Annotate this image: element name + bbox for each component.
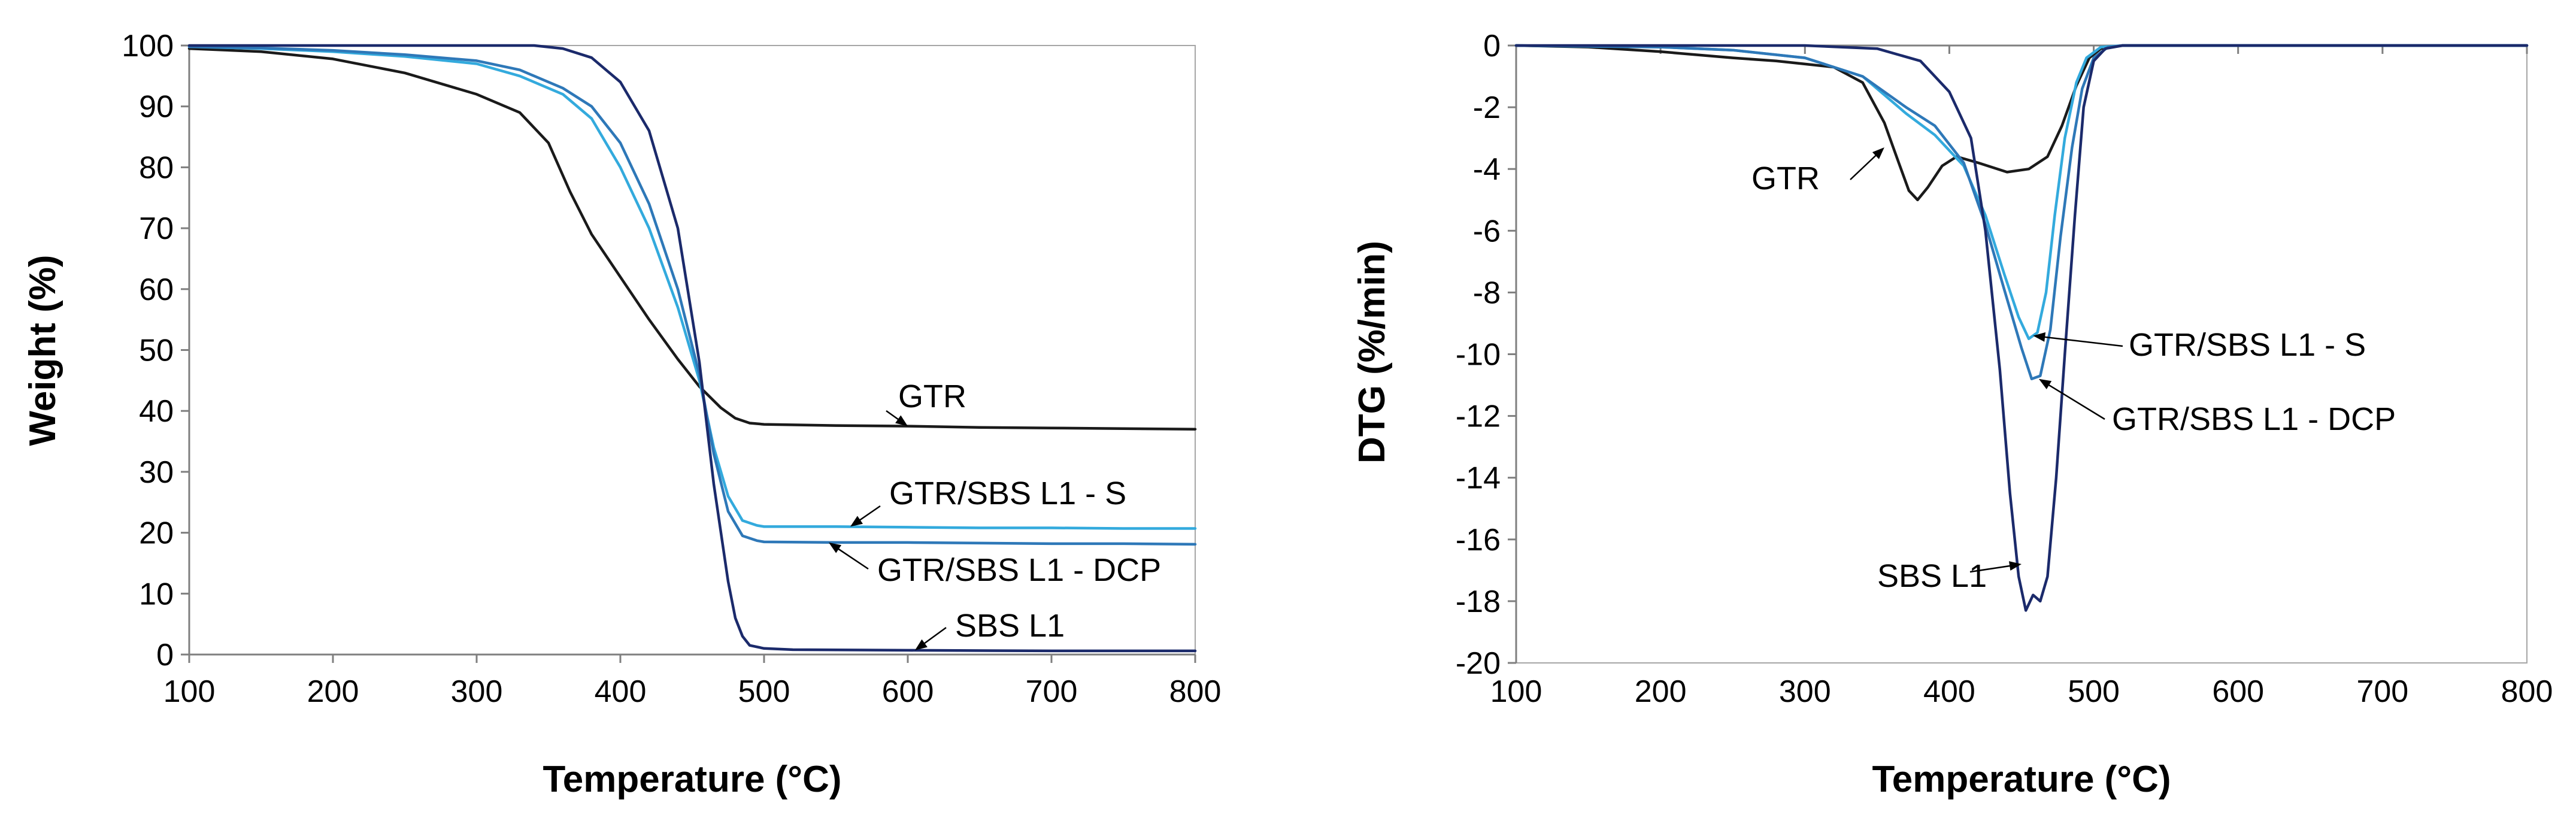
x-tick-label: 500 bbox=[2068, 674, 2120, 709]
series-line-gtr-sbs-l1-dcp bbox=[187, 45, 1197, 546]
annotation-arrow bbox=[1969, 564, 2014, 573]
x-axis-title: Temperature (°C) bbox=[543, 759, 841, 800]
annotation-label: GTR/SBS L1 - DCP bbox=[2112, 401, 2396, 437]
y-tick-label: -2 bbox=[1473, 90, 1501, 125]
y-axis-title: Weight (%) bbox=[22, 255, 63, 446]
annotation-arrowhead bbox=[2038, 378, 2052, 389]
y-tick-label: -16 bbox=[1456, 523, 1501, 558]
dtg-chart: 0 -2 -4 -6 -8 -10 -12 -14 -16 -18 -20 100 200 300 400… bbox=[1351, 29, 2553, 800]
annotations: GTR GTR/SBS L1 - S GTR/SBS L1 - DCP SBS L1 bbox=[829, 378, 1161, 650]
x-tick-label: 200 bbox=[307, 674, 359, 709]
y-tick-label: -8 bbox=[1473, 275, 1501, 310]
y-tick-label: -6 bbox=[1473, 214, 1501, 249]
y-tick-label: 0 bbox=[1483, 29, 1501, 63]
x-tick-label: 300 bbox=[1779, 674, 1831, 709]
annotation-label: GTR/SBS L1 - S bbox=[2129, 327, 2366, 363]
y-tick-label: 0 bbox=[156, 638, 174, 672]
y-ticks: 0 -2 -4 -6 -8 -10 -12 -14 -16 -18 -20 bbox=[1456, 29, 1516, 681]
annotation-arrowhead bbox=[829, 542, 842, 553]
y-tick-label: 10 bbox=[139, 577, 174, 611]
y-tick-label: -10 bbox=[1456, 338, 1501, 372]
annotation-arrowhead bbox=[2033, 332, 2046, 342]
y-tick-label: 40 bbox=[139, 394, 174, 429]
y-tick-label: 70 bbox=[139, 211, 174, 246]
y-tick-label: 20 bbox=[139, 516, 174, 551]
series-line-gtr bbox=[1514, 44, 2529, 202]
annotation-label: GTR/SBS L1 - DCP bbox=[877, 552, 1161, 588]
plot-area-frame bbox=[1516, 45, 2527, 664]
annotation-arrow bbox=[1850, 152, 1879, 180]
y-tick-label: -12 bbox=[1456, 399, 1501, 434]
x-tick-label: 600 bbox=[882, 674, 934, 709]
y-tick-label: -14 bbox=[1456, 461, 1501, 496]
annotation-arrowhead bbox=[895, 415, 908, 426]
annotation-label: SBS L1 bbox=[955, 608, 1065, 644]
y-tick-label: 50 bbox=[139, 334, 174, 368]
annotation-arrowhead bbox=[1872, 147, 1884, 159]
annotation-label: GTR bbox=[1751, 160, 1820, 196]
series-line-sbs-l1 bbox=[1514, 44, 2529, 612]
x-tick-label: 700 bbox=[1026, 674, 1078, 709]
y-tick-label: 100 bbox=[122, 29, 174, 63]
x-tick-label: 400 bbox=[595, 674, 647, 709]
x-tick-label: 800 bbox=[2501, 674, 2553, 709]
x-ticks: 100 200 300 400 500 600 700 800 bbox=[1490, 46, 2553, 709]
x-tick-label: 100 bbox=[163, 674, 216, 709]
y-tick-label: 30 bbox=[139, 455, 174, 490]
weight-chart: 0 10 20 30 40 50 60 70 80 90 100 100 200 300 400 500 60… bbox=[22, 29, 1221, 800]
y-axis-title: DTG (%/min) bbox=[1351, 241, 1393, 464]
y-ticks: 0 10 20 30 40 50 60 70 80 90 100 bbox=[122, 29, 189, 672]
annotation-arrowhead bbox=[915, 639, 928, 650]
x-ticks: 100 200 300 400 500 600 700 800 bbox=[163, 655, 1222, 709]
annotation-arrow bbox=[2041, 335, 2123, 347]
annotation-arrow bbox=[835, 546, 869, 570]
annotation-arrowhead bbox=[850, 516, 863, 527]
x-tick-label: 400 bbox=[1923, 674, 1975, 709]
annotation-label: GTR/SBS L1 - S bbox=[889, 475, 1126, 511]
x-tick-label: 700 bbox=[2356, 674, 2408, 709]
x-tick-label: 800 bbox=[1169, 674, 1222, 709]
x-tick-label: 100 bbox=[1490, 674, 1542, 709]
series-group bbox=[187, 44, 1197, 653]
x-tick-label: 200 bbox=[1635, 674, 1687, 709]
series-line-gtr bbox=[187, 47, 1197, 431]
annotations: GTR GTR/SBS L1 - S GTR/SBS L1 - DCP SBS L1 bbox=[1751, 147, 2396, 594]
y-tick-label: 80 bbox=[139, 150, 174, 185]
series-group bbox=[1514, 44, 2529, 612]
annotation-arrow bbox=[856, 505, 881, 523]
x-tick-label: 500 bbox=[738, 674, 790, 709]
series-line-sbs-l1 bbox=[187, 44, 1197, 653]
x-tick-label: 600 bbox=[2212, 674, 2264, 709]
y-tick-label: -18 bbox=[1456, 584, 1501, 619]
y-tick-label: 90 bbox=[139, 90, 174, 125]
annotation-arrowhead bbox=[2009, 561, 2022, 571]
annotation-label: SBS L1 bbox=[1877, 558, 1987, 594]
y-tick-label: -4 bbox=[1473, 152, 1501, 187]
y-tick-label: -20 bbox=[1456, 646, 1501, 681]
annotation-arrow bbox=[921, 626, 947, 646]
x-axis-title: Temperature (°C) bbox=[1872, 759, 2171, 800]
annotation-label: GTR bbox=[898, 378, 966, 414]
y-tick-label: 60 bbox=[139, 272, 174, 307]
annotation-arrow bbox=[2045, 382, 2105, 420]
x-tick-label: 300 bbox=[451, 674, 503, 709]
